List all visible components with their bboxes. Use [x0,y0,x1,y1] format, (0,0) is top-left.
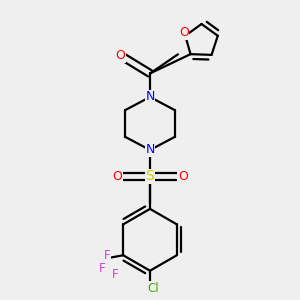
Text: S: S [146,169,154,184]
Text: Cl: Cl [147,282,159,295]
Text: O: O [115,49,125,62]
Text: F: F [104,249,110,262]
Text: O: O [179,26,189,39]
Text: O: O [178,170,188,183]
Text: F: F [112,268,118,281]
Text: F: F [99,262,105,275]
Text: N: N [145,143,155,157]
Text: N: N [145,91,155,103]
Text: O: O [112,170,122,183]
